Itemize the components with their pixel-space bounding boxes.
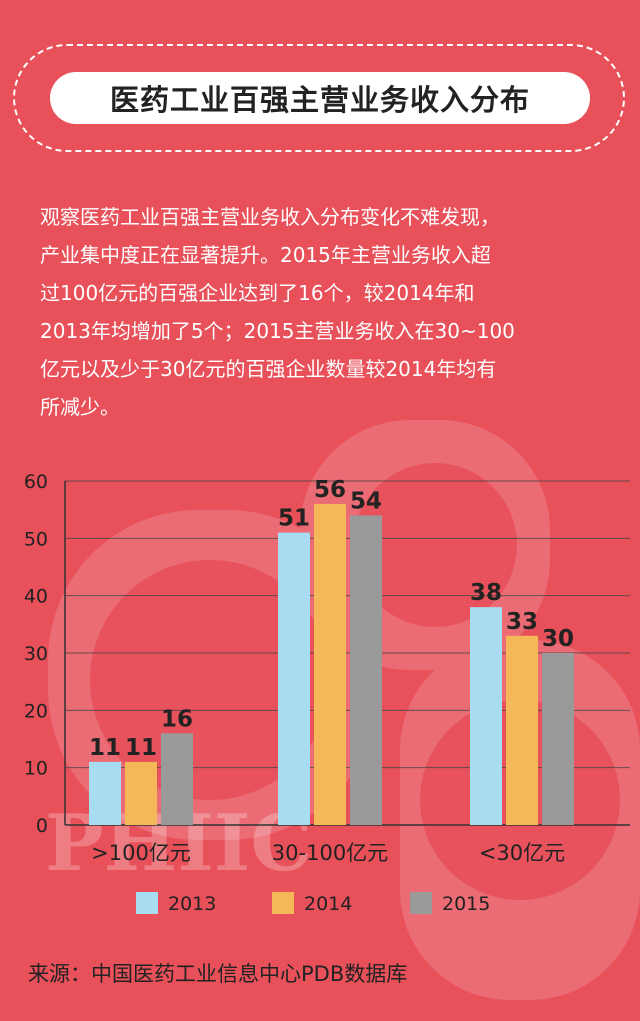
y-tick-label: 10: [24, 758, 48, 780]
title-banner: 医药工业百强主营业务收入分布: [50, 72, 590, 124]
legend-swatch: [272, 892, 294, 914]
x-tick-label: >100亿元: [91, 841, 191, 865]
data-label: 30: [542, 626, 574, 652]
legend-label: 2013: [168, 893, 216, 915]
bar: [350, 515, 382, 825]
bar: [542, 653, 574, 825]
bar: [470, 607, 502, 825]
deco-shape: [353, 463, 517, 627]
bar: [506, 635, 538, 825]
bar: [125, 761, 157, 825]
legend-label: 2015: [442, 893, 490, 915]
data-label: 51: [278, 506, 310, 532]
intro-paragraph: 观察医药工业百强主营业务收入分布变化不难发现， 产业集中度正在显著提升。2015…: [40, 205, 515, 419]
data-label: 33: [506, 609, 538, 635]
bar: [314, 503, 346, 825]
bar: [89, 761, 121, 825]
deco-shape: [90, 560, 330, 800]
data-label: 16: [161, 706, 193, 732]
title-frame: [13, 44, 625, 152]
bar: [161, 733, 193, 825]
data-label: 38: [470, 580, 502, 606]
legend-swatch: [136, 892, 158, 914]
data-label: 56: [314, 477, 346, 503]
x-tick-label: 30-100亿元: [272, 841, 388, 865]
y-tick-label: 0: [36, 815, 48, 837]
y-tick-label: 40: [24, 586, 48, 608]
bar: [278, 532, 310, 825]
legend-label: 2014: [304, 893, 352, 915]
data-label: 54: [350, 488, 382, 514]
y-tick-label: 20: [24, 700, 48, 722]
y-tick-label: 50: [24, 528, 48, 550]
source-note: 来源：中国医药工业信息中心PDB数据库: [28, 962, 408, 986]
page-title: 医药工业百强主营业务收入分布: [109, 83, 530, 117]
data-label: 11: [125, 735, 157, 761]
legend-swatch: [410, 892, 432, 914]
y-tick-label: 60: [24, 471, 48, 493]
x-tick-label: <30亿元: [479, 841, 565, 865]
data-label: 11: [89, 735, 121, 761]
y-tick-label: 30: [24, 643, 48, 665]
